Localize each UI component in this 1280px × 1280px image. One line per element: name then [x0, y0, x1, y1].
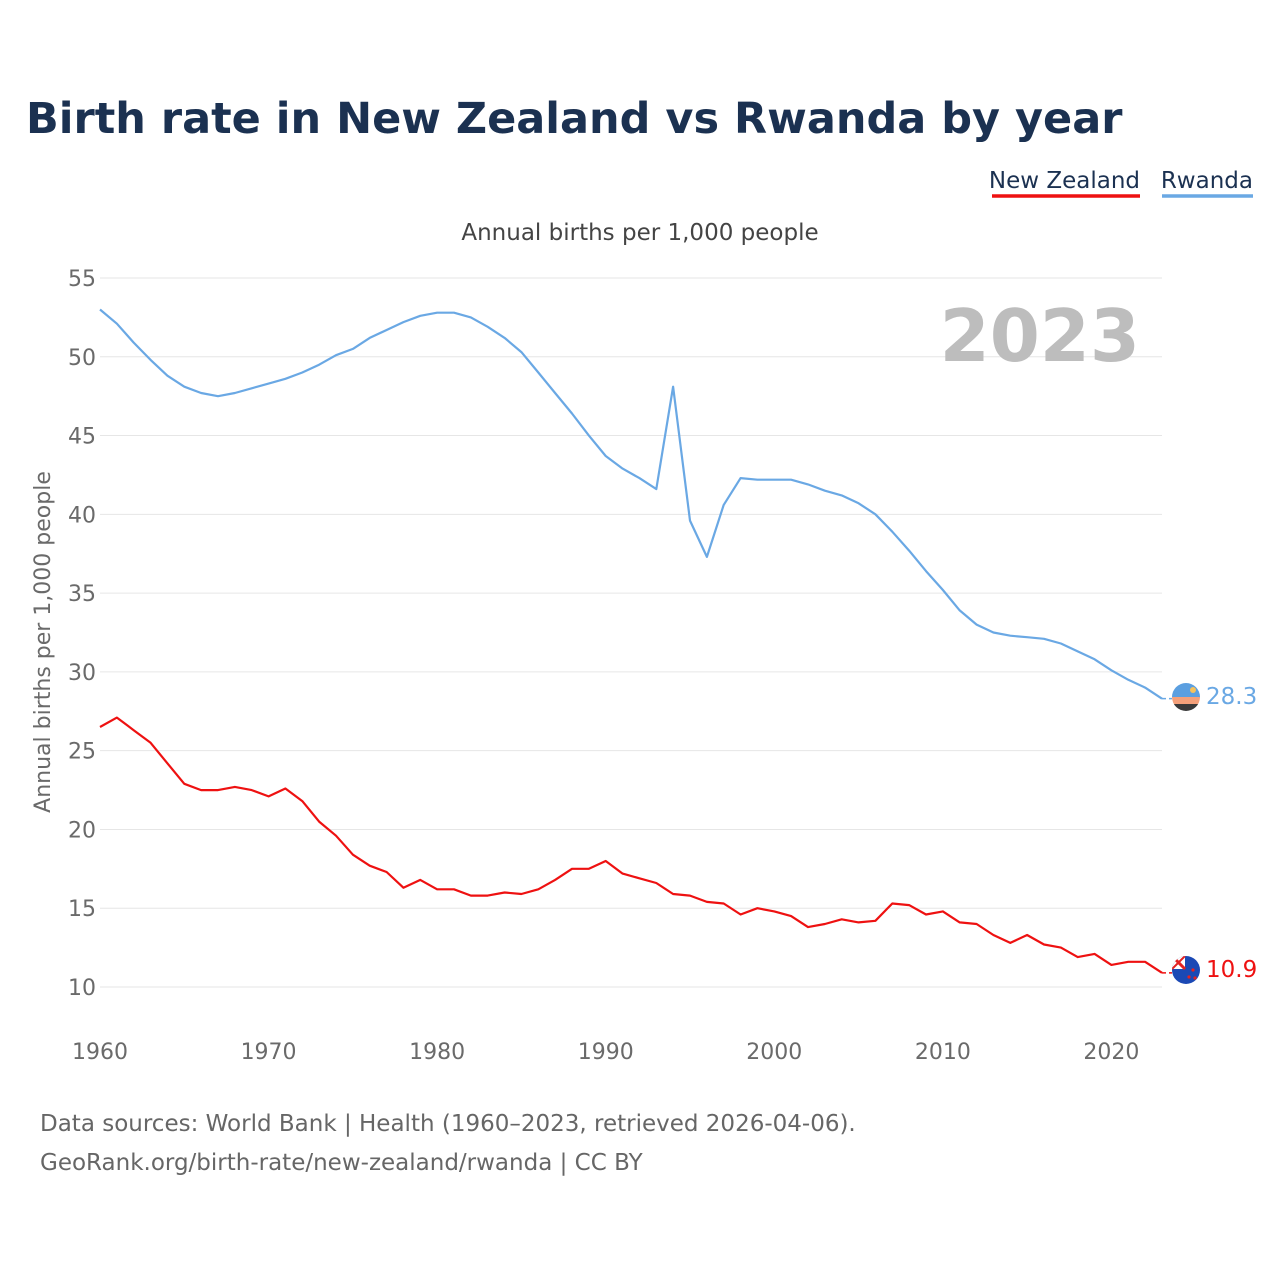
end-label-rwanda: 28.3 — [1206, 684, 1257, 710]
y-tick-label: 40 — [68, 503, 96, 528]
x-tick-label: 1970 — [241, 1040, 297, 1065]
source-line-2: GeoRank.org/birth-rate/new-zealand/rwand… — [40, 1150, 644, 1176]
y-axis-ticks: 10 15 20 25 30 35 40 45 50 55 — [68, 267, 96, 1001]
y-tick-label: 45 — [68, 425, 96, 450]
y-tick-label: 35 — [68, 582, 96, 607]
legend-item-rwanda[interactable]: Rwanda — [1161, 168, 1253, 198]
legend-label-rwanda: Rwanda — [1161, 168, 1253, 194]
x-tick-label: 2010 — [915, 1040, 971, 1065]
x-tick-label: 1990 — [578, 1040, 634, 1065]
flag-rwanda-icon — [1172, 683, 1200, 711]
source-line-1: Data sources: World Bank | Health (1960–… — [40, 1111, 856, 1137]
y-tick-label: 55 — [68, 267, 96, 292]
legend: New Zealand Rwanda — [989, 168, 1253, 198]
legend-item-new-zealand[interactable]: New Zealand — [989, 168, 1140, 198]
series-line-rwanda — [99, 308, 1163, 700]
y-tick-label: 20 — [68, 818, 96, 843]
y-tick-label: 25 — [68, 740, 96, 765]
x-tick-label: 2000 — [746, 1040, 802, 1065]
y-tick-label: 10 — [68, 976, 96, 1001]
x-tick-label: 2020 — [1083, 1040, 1139, 1065]
series-lines — [99, 308, 1172, 974]
chart-title: Birth rate in New Zealand vs Rwanda by y… — [26, 94, 1123, 144]
y-tick-label: 30 — [68, 661, 96, 686]
y-axis-label: Annual births per 1,000 people — [31, 471, 56, 813]
chart-subtitle: Annual births per 1,000 people — [461, 220, 818, 246]
legend-label-new-zealand: New Zealand — [989, 168, 1140, 194]
y-tick-label: 15 — [68, 897, 96, 922]
flag-new-zealand-icon — [1172, 956, 1200, 984]
gridlines — [100, 277, 1162, 988]
x-tick-label: 1980 — [409, 1040, 465, 1065]
year-badge: 2023 — [940, 294, 1140, 378]
x-tick-label: 1960 — [72, 1040, 128, 1065]
x-axis-ticks: 1960 1970 1980 1990 2000 2010 2020 — [72, 1040, 1139, 1065]
y-tick-label: 50 — [68, 346, 96, 371]
series-line-new-zealand — [99, 716, 1163, 974]
end-label-new-zealand: 10.9 — [1206, 957, 1257, 983]
